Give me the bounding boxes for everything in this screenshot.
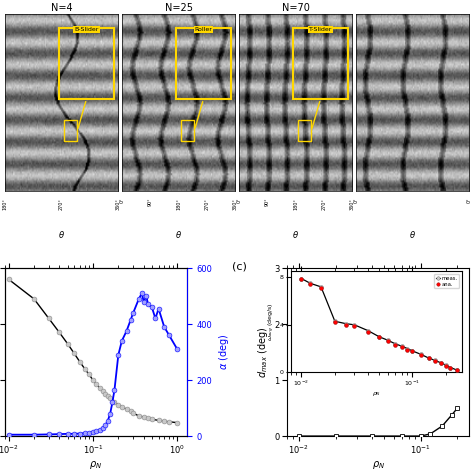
Title: N=25: N=25 xyxy=(164,3,192,13)
Text: 180°: 180° xyxy=(176,198,181,210)
Bar xyxy=(293,28,348,99)
Text: 360°: 360° xyxy=(116,198,121,210)
Text: 90°: 90° xyxy=(147,198,153,206)
Text: 270°: 270° xyxy=(204,198,210,210)
X-axis label: $\rho_N$: $\rho_N$ xyxy=(372,459,385,471)
Text: 360°: 360° xyxy=(233,198,238,210)
Text: $\theta$: $\theta$ xyxy=(409,229,416,240)
Text: B-Slider: B-Slider xyxy=(74,27,99,32)
Text: $\theta$: $\theta$ xyxy=(175,229,182,240)
Text: Roller: Roller xyxy=(194,27,212,32)
Text: 180°: 180° xyxy=(2,198,7,210)
Bar xyxy=(181,120,194,141)
Title: N=4: N=4 xyxy=(51,3,73,13)
Text: 270°: 270° xyxy=(59,198,64,210)
Text: 0°: 0° xyxy=(236,198,241,203)
Text: 0°: 0° xyxy=(119,198,124,203)
Text: 360°: 360° xyxy=(350,198,355,210)
X-axis label: $\rho_N$: $\rho_N$ xyxy=(89,459,102,471)
Text: 0°: 0° xyxy=(353,198,358,203)
Y-axis label: $\alpha$ (deg): $\alpha$ (deg) xyxy=(217,334,231,370)
Text: $\theta$: $\theta$ xyxy=(58,229,65,240)
Text: T-Slider: T-Slider xyxy=(309,27,332,32)
Bar xyxy=(59,28,114,99)
Text: $\theta$: $\theta$ xyxy=(292,229,299,240)
Text: (c): (c) xyxy=(232,261,247,272)
Title: N=70: N=70 xyxy=(282,3,310,13)
Text: 180°: 180° xyxy=(293,198,298,210)
Bar xyxy=(298,120,311,141)
Text: 0°: 0° xyxy=(467,198,472,203)
Bar xyxy=(176,28,231,99)
Bar xyxy=(64,120,77,141)
Text: 270°: 270° xyxy=(321,198,327,210)
Y-axis label: $d_{max}$ (deg): $d_{max}$ (deg) xyxy=(256,326,270,378)
Text: 90°: 90° xyxy=(264,198,270,206)
